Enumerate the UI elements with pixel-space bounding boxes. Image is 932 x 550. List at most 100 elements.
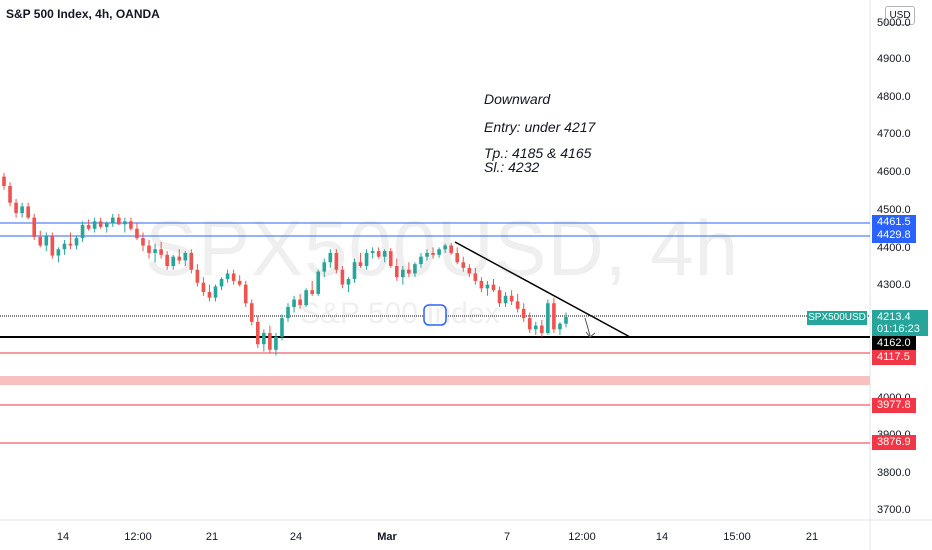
candle-body[interactable] xyxy=(44,236,49,246)
candle-body[interactable] xyxy=(159,249,163,255)
candle-body[interactable] xyxy=(38,236,43,246)
candle-body[interactable] xyxy=(207,292,212,298)
candle-body[interactable] xyxy=(171,256,176,266)
candle-body[interactable] xyxy=(298,299,302,306)
candle-body[interactable] xyxy=(358,262,363,266)
candle-body[interactable] xyxy=(437,249,441,255)
candle-body[interactable] xyxy=(56,249,61,256)
candle-body[interactable] xyxy=(183,252,188,261)
candle-body[interactable] xyxy=(322,262,327,272)
candle-body[interactable] xyxy=(316,271,321,294)
candle-body[interactable] xyxy=(304,290,308,306)
candle-body[interactable] xyxy=(219,279,224,287)
candle-body[interactable] xyxy=(340,269,345,285)
candle-body[interactable] xyxy=(407,269,411,274)
candle-body[interactable] xyxy=(485,284,490,289)
candle-body[interactable] xyxy=(32,217,37,237)
candle-body[interactable] xyxy=(286,306,290,319)
downtrend-line[interactable] xyxy=(454,241,631,338)
candle-body[interactable] xyxy=(147,245,151,253)
price-tag-black[interactable]: 4162.0 xyxy=(872,336,916,351)
candle-body[interactable] xyxy=(394,266,399,278)
candle-body[interactable] xyxy=(141,238,145,246)
current-price-tag[interactable]: 4213.4 01:16:23 xyxy=(872,310,928,336)
candle-body[interactable] xyxy=(425,252,429,257)
candle-body[interactable] xyxy=(177,256,182,261)
plot-area[interactable] xyxy=(0,0,870,520)
candle-body[interactable] xyxy=(292,299,296,307)
annotation-direction[interactable]: Downward xyxy=(484,91,551,107)
annotation-entry[interactable]: Entry: under 4217 xyxy=(484,119,596,135)
candle-body[interactable] xyxy=(364,252,369,266)
candle-body[interactable] xyxy=(540,325,544,334)
candle-body[interactable] xyxy=(110,217,115,224)
candle-body[interactable] xyxy=(449,245,453,253)
candle-body[interactable] xyxy=(255,321,260,345)
candle-body[interactable] xyxy=(231,273,236,281)
candle-body[interactable] xyxy=(509,295,514,302)
candle-body[interactable] xyxy=(552,303,556,330)
candle-body[interactable] xyxy=(104,223,109,227)
candle-body[interactable] xyxy=(135,228,139,239)
candle-body[interactable] xyxy=(401,269,405,278)
supply-zone[interactable] xyxy=(0,376,870,385)
candle-body[interactable] xyxy=(80,225,85,239)
candle-body[interactable] xyxy=(310,290,315,294)
candle-body[interactable] xyxy=(473,273,478,281)
candle-body[interactable] xyxy=(527,318,532,330)
candle-body[interactable] xyxy=(431,252,435,255)
candle-body[interactable] xyxy=(165,254,169,266)
candle-body[interactable] xyxy=(334,252,339,270)
candle-body[interactable] xyxy=(26,206,30,218)
candle-body[interactable] xyxy=(455,252,460,263)
price-tag-blue-2[interactable]: 4429.8 xyxy=(872,228,916,243)
candle-body[interactable] xyxy=(243,284,248,304)
candle-body[interactable] xyxy=(546,303,550,334)
candle-body[interactable] xyxy=(346,279,351,285)
candle-body[interactable] xyxy=(413,264,417,274)
candle-body[interactable] xyxy=(20,206,24,214)
price-tag-red-3[interactable]: 3876.9 xyxy=(872,435,916,450)
candle-body[interactable] xyxy=(68,243,73,246)
candle-body[interactable] xyxy=(376,251,381,257)
candle-body[interactable] xyxy=(62,243,67,250)
candle-body[interactable] xyxy=(50,236,55,256)
candle-body[interactable] xyxy=(213,286,218,298)
candle-body[interactable] xyxy=(195,269,200,283)
candle-body[interactable] xyxy=(328,252,333,263)
candle-body[interactable] xyxy=(503,295,508,304)
candle-body[interactable] xyxy=(419,256,423,265)
candle-body[interactable] xyxy=(129,221,133,229)
candle-body[interactable] xyxy=(564,317,568,324)
currency-button[interactable]: USD xyxy=(885,6,915,25)
highlight-box[interactable] xyxy=(423,304,447,326)
candle-body[interactable] xyxy=(479,280,484,289)
candle-body[interactable] xyxy=(117,217,121,225)
annotation-stop-loss[interactable]: Sl.: 4232 xyxy=(484,159,540,175)
candle-body[interactable] xyxy=(521,308,526,319)
annotation-take-profit[interactable]: Tp.: 4185 & 4165 xyxy=(484,145,592,161)
candle-body[interactable] xyxy=(201,282,206,293)
candle-body[interactable] xyxy=(515,301,520,309)
candle-body[interactable] xyxy=(2,176,6,186)
candle-body[interactable] xyxy=(533,325,538,330)
candle-body[interactable] xyxy=(225,273,230,280)
candle-body[interactable] xyxy=(153,249,157,253)
candle-body[interactable] xyxy=(123,221,127,225)
candle-body[interactable] xyxy=(352,262,357,280)
candle-body[interactable] xyxy=(461,262,466,268)
candle-body[interactable] xyxy=(558,323,562,330)
candle-body[interactable] xyxy=(92,221,97,229)
projection-arrow[interactable] xyxy=(584,317,591,337)
candle-body[interactable] xyxy=(388,251,393,266)
candle-body[interactable] xyxy=(467,267,472,274)
candle-body[interactable] xyxy=(237,280,242,285)
candle-body[interactable] xyxy=(189,252,194,270)
candle-body[interactable] xyxy=(382,251,387,257)
candle-body[interactable] xyxy=(8,185,12,203)
candle-body[interactable] xyxy=(497,290,502,304)
candle-body[interactable] xyxy=(262,333,266,345)
candle-body[interactable] xyxy=(98,221,103,227)
candle-body[interactable] xyxy=(370,251,375,253)
